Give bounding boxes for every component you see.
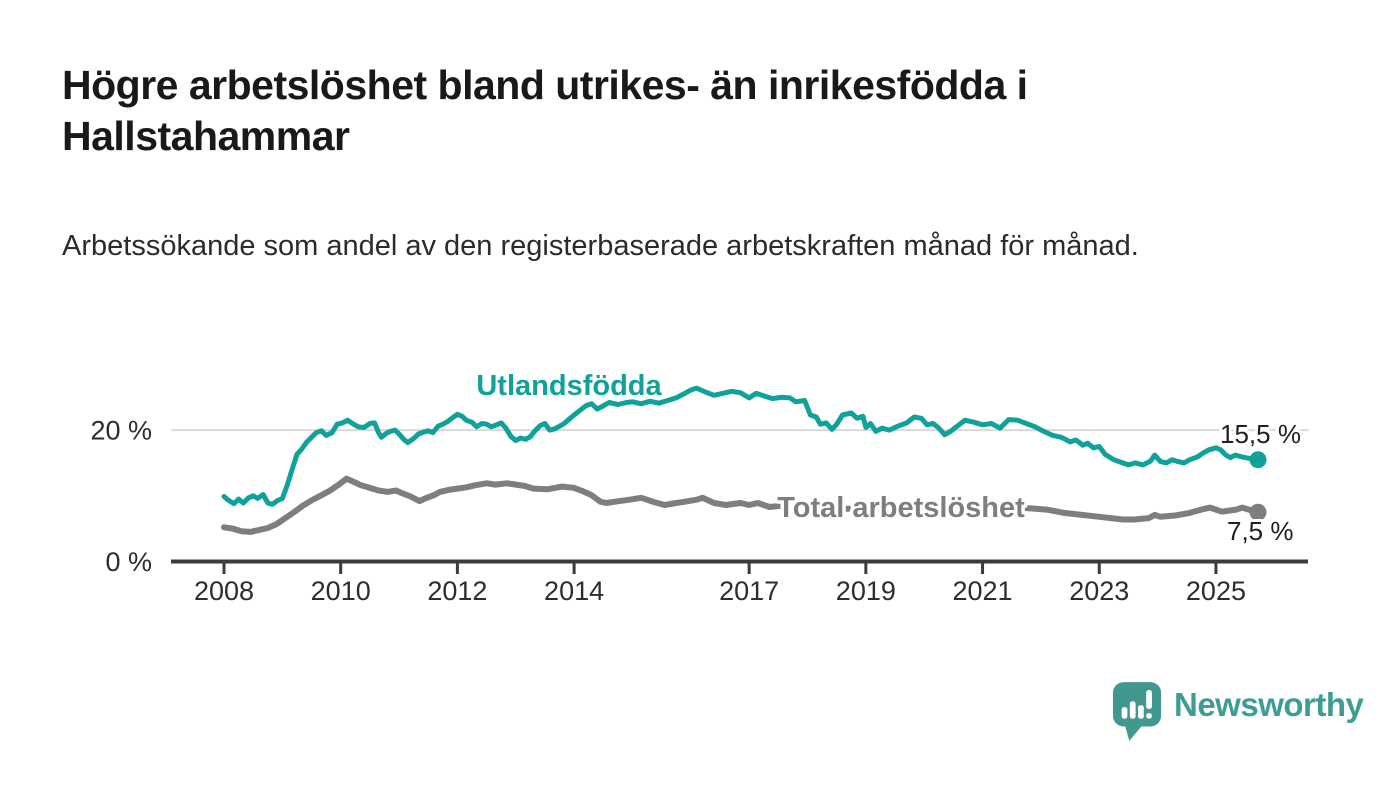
annotation-layer: Utlandsfödda Total arbetslöshet 15,5 % 7… (473, 367, 1304, 550)
grid-layer: 0 % 20 % (90, 416, 1309, 577)
series-label-total-arbetsloshet: Total arbetslöshet (777, 492, 1025, 524)
x-tick-label: 2023 (1069, 576, 1129, 606)
end-value-label-total: 7,5 % (1227, 516, 1294, 546)
x-tick-label: 2014 (544, 576, 604, 606)
x-tick-label: 2010 (311, 576, 371, 606)
page-subtitle: Arbetssökande som andel av den registerb… (62, 230, 1139, 262)
x-tick-label: 2025 (1186, 576, 1246, 606)
brand-name: Newsworthy (1174, 686, 1364, 723)
series-layer (221, 385, 1267, 535)
series-label-utlandsfodda: Utlandsfödda (476, 370, 662, 402)
x-tick-label: 2008 (194, 576, 254, 606)
x-tick-label: 2017 (719, 576, 779, 606)
x-axis-ticks: 2008 2010 2012 2014 2017 2019 2021 2023 2025 (194, 563, 1246, 606)
series-end-dot-total-arbetsl-shet (1249, 503, 1267, 521)
x-tick-label: 2019 (836, 576, 896, 606)
newsworthy-logo-icon (1112, 682, 1162, 741)
y-tick-label: 20 % (90, 416, 152, 446)
end-value-label-utlandsfodda: 15,5 % (1220, 419, 1301, 449)
series-line-total-arbetsl-shet (221, 475, 1261, 535)
brand-footer: Newsworthy (1112, 680, 1364, 744)
series-end-dot-utlandsf-dda (1249, 451, 1267, 469)
x-tick-label: 2012 (427, 576, 487, 606)
series-line-utlandsf-dda (221, 385, 1261, 507)
x-tick-label: 2021 (953, 576, 1013, 606)
y-tick-label: 0 % (105, 547, 152, 577)
page-title: Högre arbetslöshet bland utrikes- än inr… (62, 62, 1028, 159)
